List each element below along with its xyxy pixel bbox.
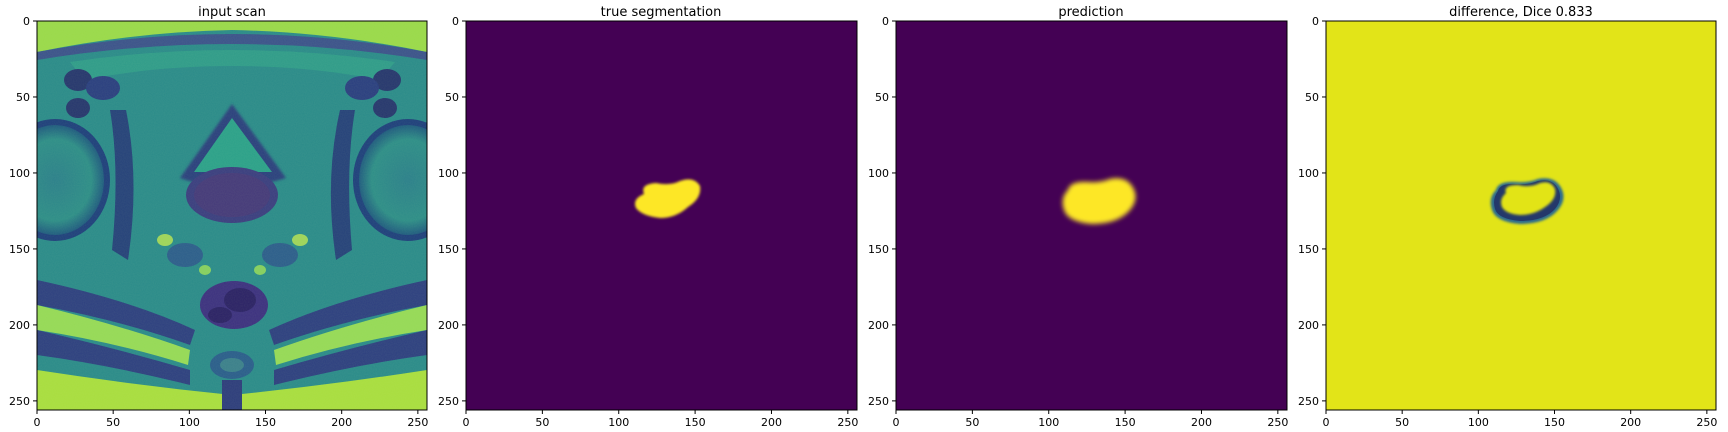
panel-title: prediction xyxy=(1058,5,1123,20)
x-tick-label: 100 xyxy=(179,416,200,429)
segmentation-blob xyxy=(635,179,701,218)
panel-true-segmentation: true segmentation 0 50 100 150 200 250 0 50 100… xyxy=(438,5,858,429)
x-tick-label: 50 xyxy=(106,416,120,429)
panel-title: true segmentation xyxy=(601,5,722,20)
y-tick-label: 100 xyxy=(1298,167,1319,180)
x-tick-label: 100 xyxy=(608,416,629,429)
mask-image xyxy=(466,21,857,410)
y-tick-label: 0 xyxy=(23,15,30,28)
x-tick-label: 200 xyxy=(1620,416,1641,429)
x-tick-label: 0 xyxy=(34,416,41,429)
x-tick-label: 50 xyxy=(965,416,979,429)
y-tick-label: 0 xyxy=(1312,15,1319,28)
x-tick-label: 50 xyxy=(535,416,549,429)
x-tick-label: 150 xyxy=(1115,416,1136,429)
y-tick-label: 250 xyxy=(438,395,459,408)
x-axis-ticks: 0 50 100 150 200 250 xyxy=(1323,410,1717,429)
y-tick-label: 150 xyxy=(868,243,889,256)
x-tick-label: 150 xyxy=(1544,416,1565,429)
difference-image xyxy=(1326,21,1716,410)
x-axis-ticks: 0 50 100 150 200 250 xyxy=(893,410,1288,429)
panel-input-scan: input scan xyxy=(9,5,428,429)
y-tick-label: 200 xyxy=(1298,319,1319,332)
y-axis-ticks: 0 50 100 150 200 250 xyxy=(9,15,37,408)
x-tick-label: 0 xyxy=(893,416,900,429)
panel-difference: difference, Dice 0.833 0 50 100 150 200 250 0… xyxy=(1298,5,1717,429)
y-tick-label: 200 xyxy=(438,319,459,332)
panel-prediction: prediction 0 50 100 150 200 250 0 50 100 150 200 2… xyxy=(868,5,1288,429)
y-tick-label: 0 xyxy=(882,15,889,28)
y-tick-label: 100 xyxy=(868,167,889,180)
y-tick-label: 150 xyxy=(9,243,30,256)
x-axis-ticks: 0 50 100 150 200 250 xyxy=(34,410,428,429)
panel-title: difference, Dice 0.833 xyxy=(1449,5,1593,20)
y-tick-label: 250 xyxy=(9,395,30,408)
prediction-blob xyxy=(1062,178,1136,224)
x-tick-label: 250 xyxy=(837,416,858,429)
panel-title: input scan xyxy=(198,5,266,20)
x-tick-label: 50 xyxy=(1395,416,1409,429)
y-tick-label: 100 xyxy=(438,167,459,180)
x-axis-ticks: 0 50 100 150 200 250 xyxy=(463,410,858,429)
x-tick-label: 0 xyxy=(1323,416,1330,429)
y-tick-label: 200 xyxy=(868,319,889,332)
x-tick-label: 200 xyxy=(331,416,352,429)
y-tick-label: 250 xyxy=(1298,395,1319,408)
x-tick-label: 150 xyxy=(685,416,706,429)
y-tick-label: 250 xyxy=(868,395,889,408)
x-tick-label: 200 xyxy=(761,416,782,429)
y-tick-label: 150 xyxy=(438,243,459,256)
x-tick-label: 200 xyxy=(1191,416,1212,429)
x-tick-label: 100 xyxy=(1038,416,1059,429)
x-tick-label: 100 xyxy=(1468,416,1489,429)
x-tick-label: 0 xyxy=(463,416,470,429)
y-tick-label: 100 xyxy=(9,167,30,180)
x-tick-label: 250 xyxy=(407,416,428,429)
y-tick-label: 50 xyxy=(1305,91,1319,104)
y-tick-label: 0 xyxy=(452,15,459,28)
y-tick-label: 200 xyxy=(9,319,30,332)
scan-image xyxy=(37,21,427,410)
x-tick-label: 150 xyxy=(255,416,276,429)
prediction-image xyxy=(896,21,1287,410)
y-tick-label: 150 xyxy=(1298,243,1319,256)
y-axis-ticks: 0 50 100 150 200 250 xyxy=(1298,15,1326,408)
x-tick-label: 250 xyxy=(1696,416,1717,429)
y-tick-label: 50 xyxy=(16,91,30,104)
y-tick-label: 50 xyxy=(445,91,459,104)
y-axis-ticks: 0 50 100 150 200 250 xyxy=(438,15,466,408)
x-tick-label: 250 xyxy=(1267,416,1288,429)
y-axis-ticks: 0 50 100 150 200 250 xyxy=(868,15,896,408)
y-tick-label: 50 xyxy=(875,91,889,104)
